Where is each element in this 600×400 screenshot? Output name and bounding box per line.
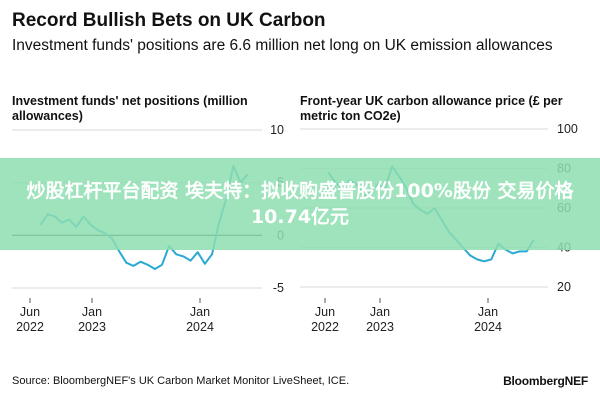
banner-text: 炒股杠杆平台配资 埃夫特：拟收购盛普股份100%股份 交易价格10.74亿元 bbox=[26, 180, 574, 228]
right-xtick-year: 2024 bbox=[474, 320, 502, 334]
left-ytick-label: 10 bbox=[270, 123, 284, 137]
left-xtick-label: Jun bbox=[20, 305, 40, 319]
right-xtick-label: Jan bbox=[370, 305, 390, 319]
right-panel-title: Front-year UK carbon allowance price (£ … bbox=[300, 94, 563, 123]
left-xtick-year: 2022 bbox=[16, 320, 44, 334]
left-xtick-label: Jan bbox=[190, 305, 210, 319]
chart-subtitle: Investment funds' positions are 6.6 mill… bbox=[12, 37, 553, 54]
left-xtick-year: 2024 bbox=[186, 320, 214, 334]
right-xtick-year: 2023 bbox=[366, 320, 394, 334]
source-note: Source: BloombergNEF's UK Carbon Market … bbox=[12, 375, 350, 387]
right-xtick-label: Jan bbox=[478, 305, 498, 319]
overlay-banner[interactable]: 炒股杠杆平台配资 埃夫特：拟收购盛普股份100%股份 交易价格10.74亿元 bbox=[0, 158, 600, 250]
left-xtick-year: 2023 bbox=[78, 320, 106, 334]
right-xtick-year: 2022 bbox=[311, 320, 339, 334]
chart-title: Record Bullish Bets on UK Carbon bbox=[12, 10, 326, 31]
right-ytick-label: 20 bbox=[557, 280, 571, 294]
left-ytick-label: -5 bbox=[273, 281, 284, 295]
left-panel-title: Investment funds' net positions (million… bbox=[12, 94, 248, 123]
bloombergnef-logo: BloombergNEF bbox=[503, 374, 588, 388]
right-xtick-label: Jun bbox=[315, 305, 335, 319]
right-ytick-label: 100 bbox=[557, 122, 578, 136]
left-xtick-label: Jan bbox=[82, 305, 102, 319]
